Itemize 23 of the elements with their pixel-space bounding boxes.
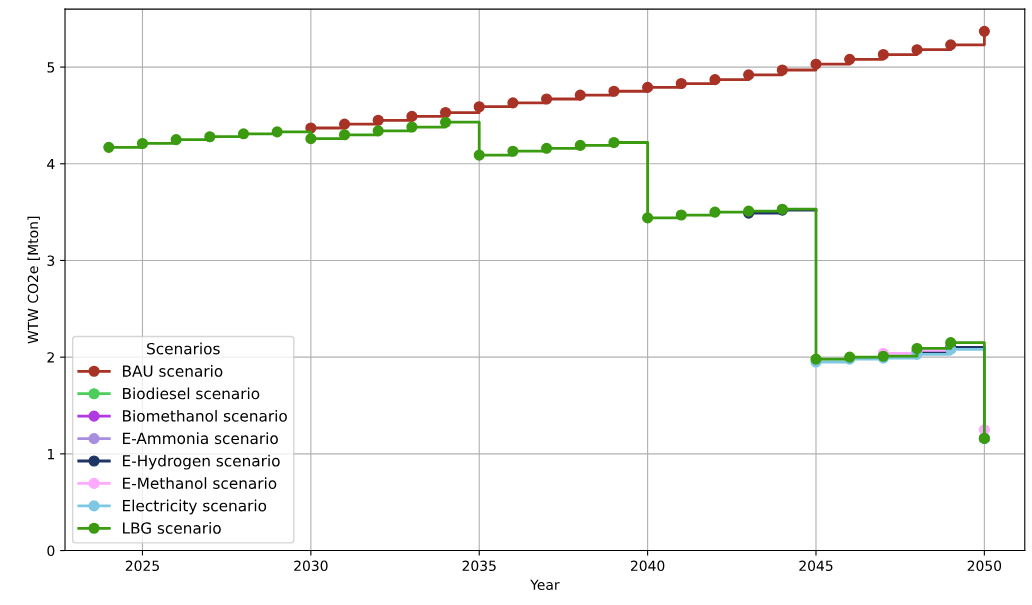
legend-label: Biodiesel scenario — [123, 387, 260, 400]
y-tick-label: 5 — [47, 62, 55, 73]
legend-title: Scenarios — [147, 342, 220, 355]
x-tick-label: 2050 — [967, 560, 1002, 572]
x-tick-label: 2030 — [294, 560, 328, 572]
legend-label: Electricity scenario — [123, 499, 267, 515]
y-tick-label: 2 — [47, 352, 54, 363]
legend-label: LBG scenario — [123, 522, 221, 534]
y-tick-label: 0 — [47, 545, 55, 557]
x-tick-label: 2035 — [462, 560, 496, 572]
y-axis-title: WTW CO2e [Mton] — [27, 216, 40, 344]
legend-label: Biomethanol scenario — [123, 409, 287, 422]
legend-label: E-Ammonia scenario — [123, 432, 278, 445]
y-tick-label: 1 — [47, 449, 55, 460]
x-tick-label: 2025 — [125, 560, 159, 572]
y-tick-label: 3 — [47, 255, 55, 266]
x-tick-label: 2040 — [630, 560, 665, 572]
legend-label: BAU scenario — [123, 365, 223, 377]
legend-label: E-Methanol scenario — [123, 477, 277, 489]
y-tick-label: 4 — [47, 158, 55, 170]
legend-label: E-Hydrogen scenario — [123, 454, 280, 470]
x-tick-label: 2045 — [799, 560, 833, 572]
x-axis-title: Year — [530, 579, 560, 591]
